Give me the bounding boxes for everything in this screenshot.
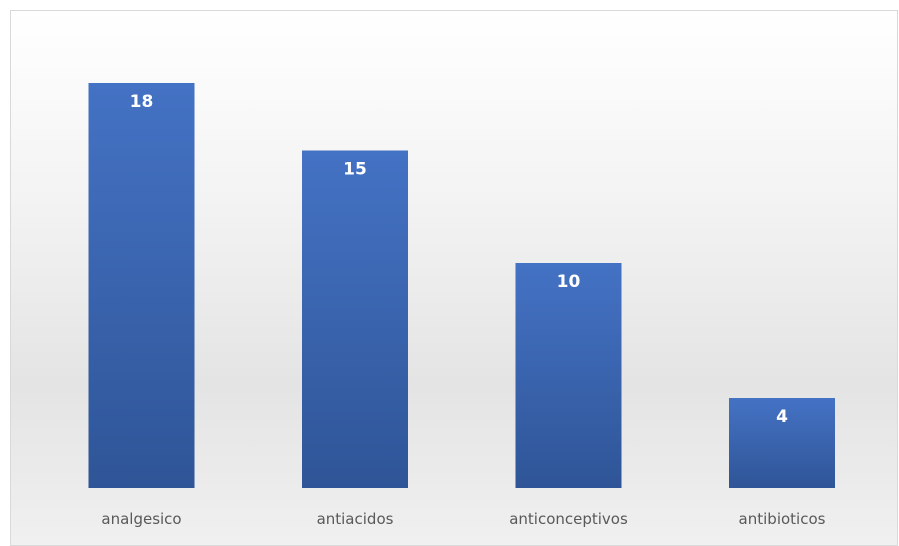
category-label-antibioticos: antibioticos [739, 510, 826, 528]
data-labels-group: 18 15 10 4 [130, 92, 788, 427]
category-label-anticonceptivos: anticonceptivos [509, 510, 628, 528]
bars-group [88, 83, 835, 488]
bar-antibioticos [729, 398, 835, 488]
data-label-analgesico: 18 [130, 92, 154, 112]
data-label-antibioticos: 4 [776, 407, 788, 427]
data-label-antiacidos: 15 [343, 160, 367, 180]
category-label-analgesico: analgesico [101, 510, 181, 528]
bar-anticonceptivos [515, 263, 622, 488]
data-label-anticonceptivos: 10 [557, 272, 581, 292]
category-labels-group: analgesico antiacidos anticonceptivos antib… [101, 510, 825, 528]
bar-antiacidos [302, 150, 408, 488]
category-label-antiacidos: antiacidos [317, 510, 394, 528]
bar-analgesico [88, 83, 195, 488]
